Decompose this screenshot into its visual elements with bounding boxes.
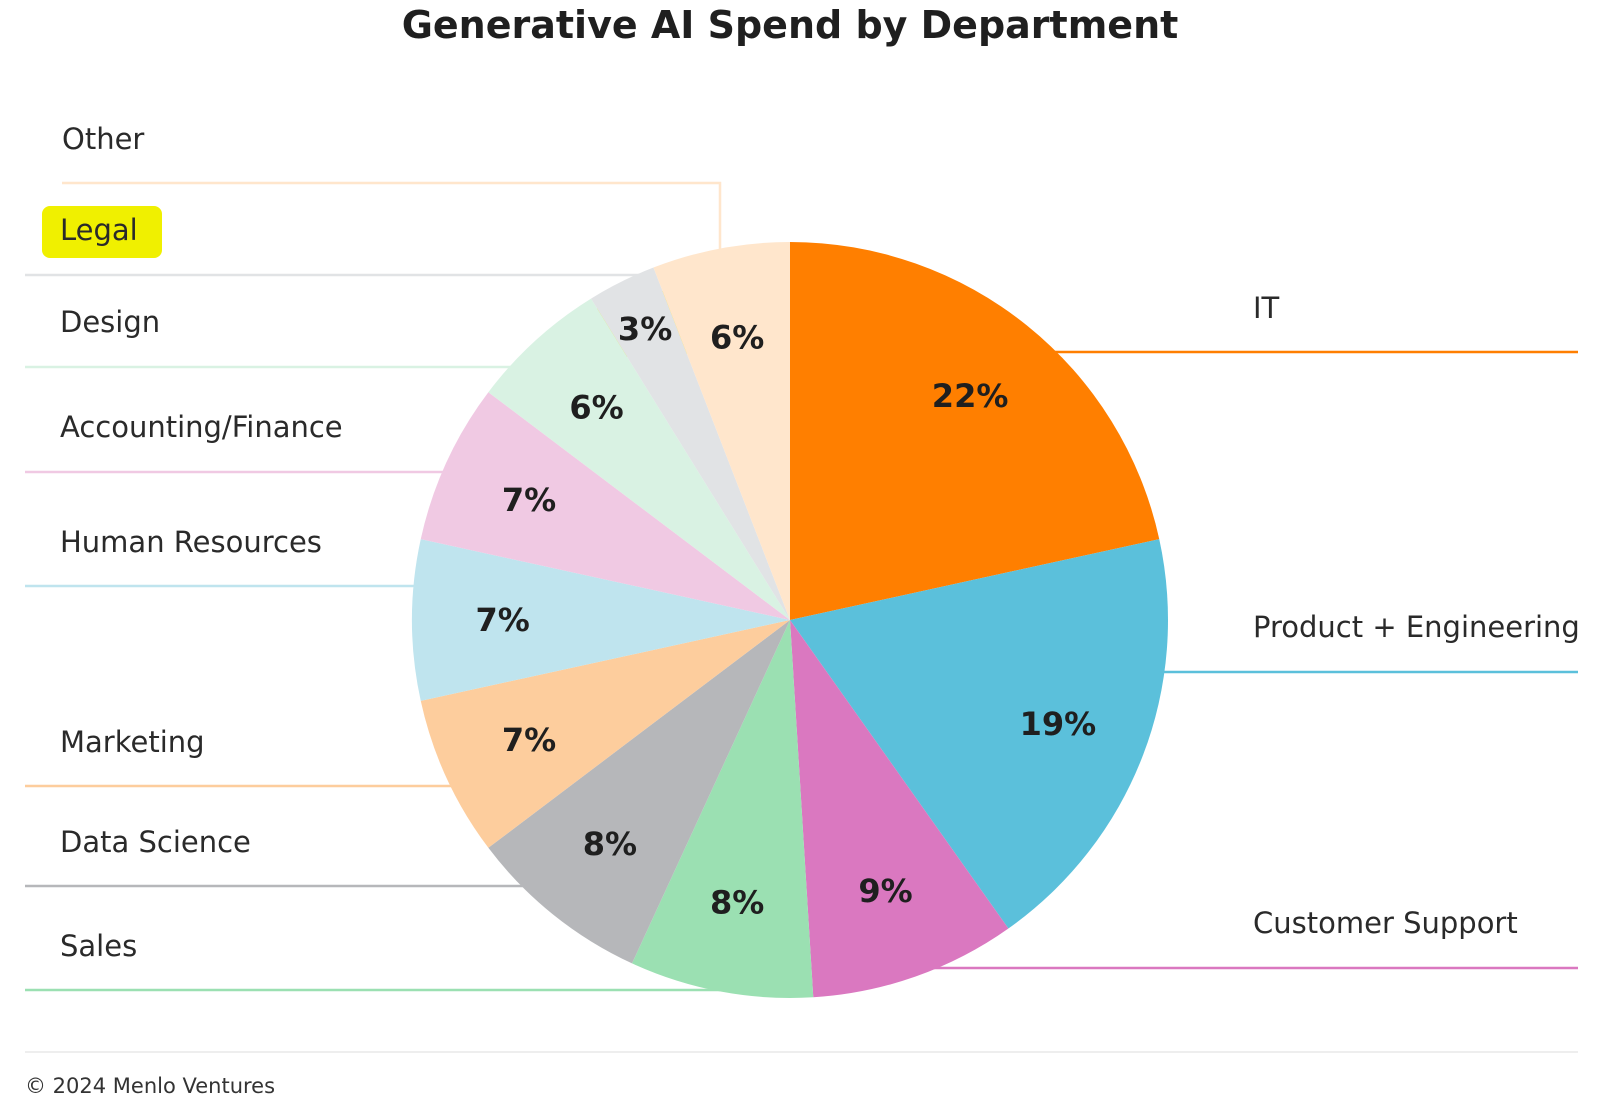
category-label-product-engineering: Product + Engineering	[1253, 610, 1580, 644]
leader-line-other	[62, 181, 722, 258]
pie-label-design: 6%	[569, 389, 623, 427]
pie-slice-marketing	[420, 620, 790, 848]
category-label-data-science: Data Science	[60, 825, 251, 859]
pie-slice-it	[790, 242, 1160, 620]
pie-label-product-engineering: 19%	[1020, 705, 1097, 743]
pie-label-marketing: 7%	[502, 721, 556, 759]
pie-slice-design	[488, 298, 790, 620]
pie-label-human-resources: 7%	[476, 601, 530, 639]
category-label-it: IT	[1253, 291, 1280, 325]
category-label-accounting-finance: Accounting/Finance	[60, 410, 343, 444]
category-label-sales: Sales	[60, 929, 137, 963]
pie-slice-sales	[632, 620, 814, 998]
pie-label-customer-support: 9%	[858, 872, 912, 910]
footer-credit: © 2024 Menlo Ventures	[25, 1074, 275, 1098]
category-label-customer-support: Customer Support	[1253, 906, 1518, 940]
pie-slice-legal	[591, 267, 790, 620]
pie-slice-accounting-finance	[420, 392, 790, 620]
pie-label-sales: 8%	[710, 883, 764, 921]
pie-slice-customer-support	[790, 620, 1009, 998]
pie-slice-product-engineering	[790, 539, 1169, 929]
pie-slice-data-science	[488, 620, 790, 964]
chart-title: Generative AI Spend by Department	[402, 3, 1179, 47]
pie-slice-other	[653, 242, 790, 620]
category-label-marketing: Marketing	[60, 725, 205, 759]
pie-label-other: 6%	[710, 319, 764, 357]
category-label-other: Other	[62, 122, 144, 156]
category-label-human-resources: Human Resources	[60, 525, 322, 559]
pie-label-legal: 3%	[618, 310, 672, 348]
category-label-design: Design	[60, 305, 160, 339]
pie-label-data-science: 8%	[583, 825, 637, 863]
category-label-legal: Legal	[60, 213, 138, 247]
pie-label-it: 22%	[932, 377, 1009, 415]
pie-label-accounting-finance: 7%	[502, 481, 556, 519]
pie-slice-human-resources	[411, 539, 790, 701]
highlight-marker-legal-name	[42, 206, 162, 258]
